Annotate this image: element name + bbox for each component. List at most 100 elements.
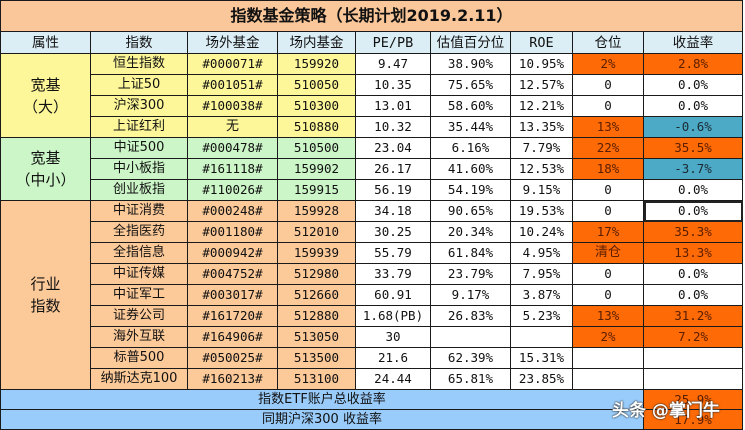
position-cell[interactable]	[572, 368, 644, 390]
otc-fund-cell[interactable]: #001180#	[187, 221, 278, 243]
etf-cell[interactable]: 513500	[277, 347, 356, 369]
roe-cell[interactable]: 12.21%	[510, 95, 573, 117]
return-cell[interactable]: 0.0%	[642, 74, 744, 96]
header-category[interactable]: 属性	[0, 31, 91, 54]
etf-cell[interactable]: 512880	[277, 305, 356, 327]
index-name-cell[interactable]: 中证军工	[90, 284, 188, 306]
position-cell[interactable]: 17%	[572, 221, 644, 243]
otc-fund-cell[interactable]: #161118#	[187, 158, 278, 180]
roe-cell[interactable]: 12.53%	[510, 158, 573, 180]
roe-cell[interactable]: 12.57%	[510, 74, 573, 96]
return-cell[interactable]	[642, 347, 744, 369]
return-cell[interactable]: 13.3%	[642, 242, 744, 264]
summary-label-benchmark[interactable]: 同期沪深300 收益率	[0, 409, 644, 430]
otc-fund-cell[interactable]: #004752#	[187, 263, 278, 285]
percentile-cell[interactable]	[430, 326, 511, 348]
position-cell[interactable]: 0	[572, 74, 644, 96]
etf-cell[interactable]: 512980	[277, 263, 356, 285]
roe-cell[interactable]: 15.31%	[510, 347, 573, 369]
return-cell[interactable]: 31.2%	[642, 305, 744, 327]
position-cell[interactable]: 0	[572, 95, 644, 117]
otc-fund-cell[interactable]: #164906#	[187, 326, 278, 348]
percentile-cell[interactable]: 26.83%	[430, 305, 511, 327]
pe-pb-cell[interactable]: 24.44	[355, 368, 431, 390]
etf-cell[interactable]: 159928	[277, 200, 356, 222]
index-name-cell[interactable]: 中证消费	[90, 200, 188, 222]
header-position[interactable]: 仓位	[572, 31, 644, 54]
percentile-cell[interactable]: 58.60%	[430, 95, 511, 117]
index-name-cell[interactable]: 沪深300	[90, 95, 188, 117]
pe-pb-cell[interactable]: 34.18	[355, 200, 431, 222]
return-cell[interactable]: -0.6%	[642, 116, 744, 138]
pe-pb-cell[interactable]: 23.04	[355, 137, 431, 159]
otc-fund-cell[interactable]: #110026#	[187, 179, 278, 201]
percentile-cell[interactable]: 75.65%	[430, 74, 511, 96]
roe-cell[interactable]: 19.53%	[510, 200, 573, 222]
position-cell[interactable]: 2%	[572, 326, 644, 348]
percentile-cell[interactable]: 41.60%	[430, 158, 511, 180]
index-name-cell[interactable]: 海外互联	[90, 326, 188, 348]
etf-cell[interactable]: 159915	[277, 179, 356, 201]
otc-fund-cell[interactable]: #000942#	[187, 242, 278, 264]
percentile-cell[interactable]: 38.90%	[430, 53, 511, 75]
otc-fund-cell[interactable]: #161720#	[187, 305, 278, 327]
category-cell-sector[interactable]: 行业 指数	[0, 200, 91, 390]
roe-cell[interactable]	[510, 326, 573, 348]
pe-pb-cell[interactable]: 60.91	[355, 284, 431, 306]
percentile-cell[interactable]: 65.81%	[430, 368, 511, 390]
pe-pb-cell[interactable]: 55.79	[355, 242, 431, 264]
pe-pb-cell[interactable]: 26.17	[355, 158, 431, 180]
return-cell[interactable]: 2.8%	[642, 53, 744, 75]
pe-pb-cell[interactable]: 9.47	[355, 53, 431, 75]
etf-cell[interactable]: 159902	[277, 158, 356, 180]
summary-value-benchmark[interactable]: 17.9%	[642, 409, 744, 430]
return-cell-selected[interactable]: 0.0%	[642, 200, 744, 222]
percentile-cell[interactable]: 35.44%	[430, 116, 511, 138]
index-name-cell[interactable]: 纳斯达克100	[90, 368, 188, 390]
summary-label-total[interactable]: 指数ETF账户总收益率	[0, 389, 644, 410]
position-cell[interactable]: 清仓	[572, 242, 644, 264]
position-cell[interactable]: 0	[572, 179, 644, 201]
etf-cell[interactable]: 159939	[277, 242, 356, 264]
etf-cell[interactable]: 510880	[277, 116, 356, 138]
otc-fund-cell[interactable]: #000071#	[187, 53, 278, 75]
otc-fund-cell[interactable]: #000478#	[187, 137, 278, 159]
index-name-cell[interactable]: 中小板指	[90, 158, 188, 180]
category-cell-large-cap[interactable]: 宽基 （大）	[0, 53, 91, 138]
roe-cell[interactable]: 10.24%	[510, 221, 573, 243]
return-cell[interactable]: 0.0%	[642, 95, 744, 117]
position-cell[interactable]: 0	[572, 263, 644, 285]
index-name-cell[interactable]: 证券公司	[90, 305, 188, 327]
return-cell[interactable]: -3.7%	[642, 158, 744, 180]
percentile-cell[interactable]: 23.79%	[430, 263, 511, 285]
otc-fund-cell[interactable]: #050025#	[187, 347, 278, 369]
etf-cell[interactable]: 159920	[277, 53, 356, 75]
pe-pb-cell[interactable]: 21.6	[355, 347, 431, 369]
header-percentile[interactable]: 估值百分位	[430, 31, 511, 54]
summary-value-total[interactable]: 25.9%	[642, 389, 744, 410]
table-title[interactable]: 指数基金策略（长期计划2019.2.11）	[0, 0, 744, 32]
pe-pb-cell[interactable]: 30.25	[355, 221, 431, 243]
pe-pb-cell[interactable]: 13.01	[355, 95, 431, 117]
otc-fund-cell[interactable]: #000248#	[187, 200, 278, 222]
pe-pb-cell[interactable]: 10.32	[355, 116, 431, 138]
pe-pb-cell[interactable]: 10.35	[355, 74, 431, 96]
etf-cell[interactable]: 510300	[277, 95, 356, 117]
etf-cell[interactable]: 513100	[277, 368, 356, 390]
percentile-cell[interactable]: 9.17%	[430, 284, 511, 306]
roe-cell[interactable]: 13.35%	[510, 116, 573, 138]
roe-cell[interactable]: 7.95%	[510, 263, 573, 285]
position-cell[interactable]	[572, 347, 644, 369]
otc-fund-cell[interactable]: #100038#	[187, 95, 278, 117]
roe-cell[interactable]: 9.15%	[510, 179, 573, 201]
header-index[interactable]: 指数	[90, 31, 188, 54]
pe-pb-cell[interactable]: 1.68(PB)	[355, 305, 431, 327]
otc-fund-cell[interactable]: #160213#	[187, 368, 278, 390]
position-cell[interactable]: 22%	[572, 137, 644, 159]
etf-cell[interactable]: 510050	[277, 74, 356, 96]
return-cell[interactable]: 35.5%	[642, 137, 744, 159]
position-cell[interactable]: 0	[572, 200, 644, 222]
roe-cell[interactable]: 4.95%	[510, 242, 573, 264]
roe-cell[interactable]: 7.79%	[510, 137, 573, 159]
pe-pb-cell[interactable]: 30	[355, 326, 431, 348]
